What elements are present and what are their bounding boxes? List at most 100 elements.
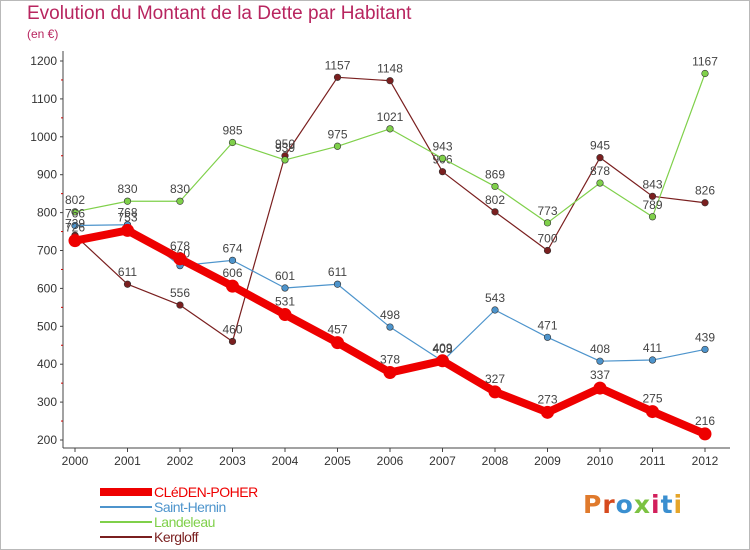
data-point-kergloff bbox=[333, 73, 342, 81]
data-label-landeleau: 1167 bbox=[692, 55, 718, 69]
data-label-kergloff: 950 bbox=[275, 137, 295, 151]
data-point-landeleau bbox=[281, 156, 289, 164]
legend-label-landeleau: Landeleau bbox=[154, 514, 215, 530]
data-label-landeleau: 789 bbox=[642, 198, 662, 212]
y-tick-label: 700 bbox=[37, 244, 57, 258]
data-label-kergloff: 460 bbox=[222, 322, 242, 336]
legend-item-saint-hernin: Saint-Hernin bbox=[100, 500, 400, 515]
data-point-landeleau bbox=[648, 213, 657, 221]
data-point-saint-hernin bbox=[386, 323, 394, 331]
data-label-landeleau: 1021 bbox=[377, 110, 404, 124]
data-point-saint-hernin bbox=[281, 284, 289, 292]
data-label-landeleau: 985 bbox=[222, 123, 242, 137]
x-tick-label: 2008 bbox=[482, 454, 509, 468]
data-point-cl-den-poher bbox=[541, 405, 554, 419]
data-point-landeleau bbox=[333, 142, 342, 150]
data-label-cl-den-poher: 275 bbox=[642, 392, 662, 406]
data-point-landeleau bbox=[596, 179, 604, 187]
data-label-kergloff: 1148 bbox=[377, 62, 403, 76]
data-label-landeleau: 869 bbox=[485, 167, 505, 181]
data-label-saint-hernin: 674 bbox=[222, 241, 242, 255]
data-label-landeleau: 830 bbox=[170, 182, 190, 196]
data-point-cl-den-poher bbox=[121, 223, 134, 237]
data-label-landeleau: 878 bbox=[590, 164, 610, 178]
data-label-saint-hernin: 411 bbox=[643, 341, 662, 355]
data-label-kergloff: 556 bbox=[170, 286, 190, 300]
data-label-cl-den-poher: 678 bbox=[170, 239, 190, 253]
data-label-saint-hernin: 498 bbox=[380, 308, 400, 322]
data-point-saint-hernin bbox=[543, 333, 552, 341]
data-label-saint-hernin: 601 bbox=[275, 269, 295, 283]
data-label-kergloff: 945 bbox=[590, 139, 610, 153]
legend-swatch-kergloff bbox=[100, 536, 152, 538]
legend-item-kergloff: Kergloff bbox=[100, 530, 400, 545]
data-label-saint-hernin: 768 bbox=[117, 206, 137, 220]
data-point-landeleau bbox=[701, 69, 709, 78]
data-point-kergloff bbox=[176, 301, 184, 309]
data-label-saint-hernin: 543 bbox=[485, 291, 505, 305]
data-label-kergloff: 802 bbox=[485, 193, 505, 207]
data-label-saint-hernin: 766 bbox=[65, 206, 85, 220]
data-point-landeleau bbox=[438, 154, 447, 163]
data-point-kergloff bbox=[543, 246, 552, 255]
proxiti-logo: Proxiti bbox=[583, 490, 683, 519]
data-point-landeleau bbox=[386, 125, 394, 133]
data-label-kergloff: 843 bbox=[642, 177, 662, 191]
data-label-landeleau: 943 bbox=[432, 139, 452, 153]
chart-title: Evolution du Montant de la Dette par Hab… bbox=[27, 3, 412, 24]
y-tick-label: 800 bbox=[37, 206, 57, 220]
x-tick-label: 2004 bbox=[272, 454, 299, 468]
data-label-cl-den-poher: 531 bbox=[275, 295, 295, 309]
data-point-saint-hernin bbox=[648, 356, 657, 364]
data-point-saint-hernin bbox=[228, 256, 237, 264]
data-point-landeleau bbox=[228, 138, 237, 147]
data-point-saint-hernin bbox=[701, 345, 709, 354]
legend-label-cleden-poher: CLéDEN-POHER bbox=[154, 484, 258, 500]
y-tick-label: 200 bbox=[37, 433, 57, 447]
data-point-cl-den-poher bbox=[226, 279, 239, 293]
data-label-cl-den-poher: 378 bbox=[380, 353, 400, 367]
y-tick-label: 600 bbox=[37, 281, 57, 295]
data-label-landeleau: 975 bbox=[327, 127, 347, 141]
data-label-cl-den-poher: 606 bbox=[222, 266, 242, 280]
data-point-saint-hernin bbox=[333, 280, 342, 288]
x-tick-label: 2007 bbox=[429, 454, 456, 468]
data-label-landeleau: 802 bbox=[65, 193, 85, 207]
series-line-cl-den-poher bbox=[71, 226, 709, 438]
logo-letter: r bbox=[602, 490, 616, 519]
data-point-landeleau bbox=[543, 219, 552, 227]
x-tick-label: 2000 bbox=[62, 454, 89, 468]
legend-label-saint-hernin: Saint-Hernin bbox=[154, 499, 226, 515]
data-point-saint-hernin bbox=[71, 221, 79, 230]
chart-legend: CLéDEN-POHER Saint-Hernin Landeleau Kerg… bbox=[100, 485, 400, 545]
logo-letter: i bbox=[651, 490, 661, 519]
y-tick-label: 300 bbox=[37, 395, 57, 409]
data-point-cl-den-poher bbox=[593, 381, 607, 395]
data-point-cl-den-poher bbox=[331, 336, 344, 350]
y-tick-label: 1100 bbox=[31, 92, 57, 106]
logo-letter: i bbox=[673, 490, 684, 519]
data-point-kergloff bbox=[491, 208, 499, 216]
data-label-cl-den-poher: 753 bbox=[117, 210, 137, 224]
data-point-kergloff bbox=[438, 168, 447, 176]
data-label-cl-den-poher: 216 bbox=[695, 414, 715, 428]
data-point-cl-den-poher bbox=[383, 366, 397, 380]
data-point-kergloff bbox=[596, 154, 604, 162]
data-point-cl-den-poher bbox=[173, 252, 187, 266]
x-tick-label: 2002 bbox=[167, 454, 194, 468]
data-point-cl-den-poher bbox=[436, 354, 449, 368]
data-point-cl-den-poher bbox=[68, 234, 82, 248]
x-tick-label: 2001 bbox=[114, 454, 141, 468]
data-point-cl-den-poher bbox=[698, 427, 712, 441]
data-label-landeleau: 773 bbox=[537, 204, 557, 218]
data-label-cl-den-poher: 273 bbox=[537, 392, 557, 406]
data-point-saint-hernin bbox=[491, 306, 499, 314]
x-tick-label: 2003 bbox=[219, 454, 246, 468]
chart-subtitle: (en €) bbox=[27, 27, 59, 41]
data-label-kergloff: 700 bbox=[537, 232, 557, 246]
y-tick-label: 500 bbox=[37, 319, 57, 333]
data-point-kergloff bbox=[648, 192, 657, 200]
x-tick-label: 2012 bbox=[692, 454, 719, 468]
x-tick-label: 2005 bbox=[324, 454, 351, 468]
